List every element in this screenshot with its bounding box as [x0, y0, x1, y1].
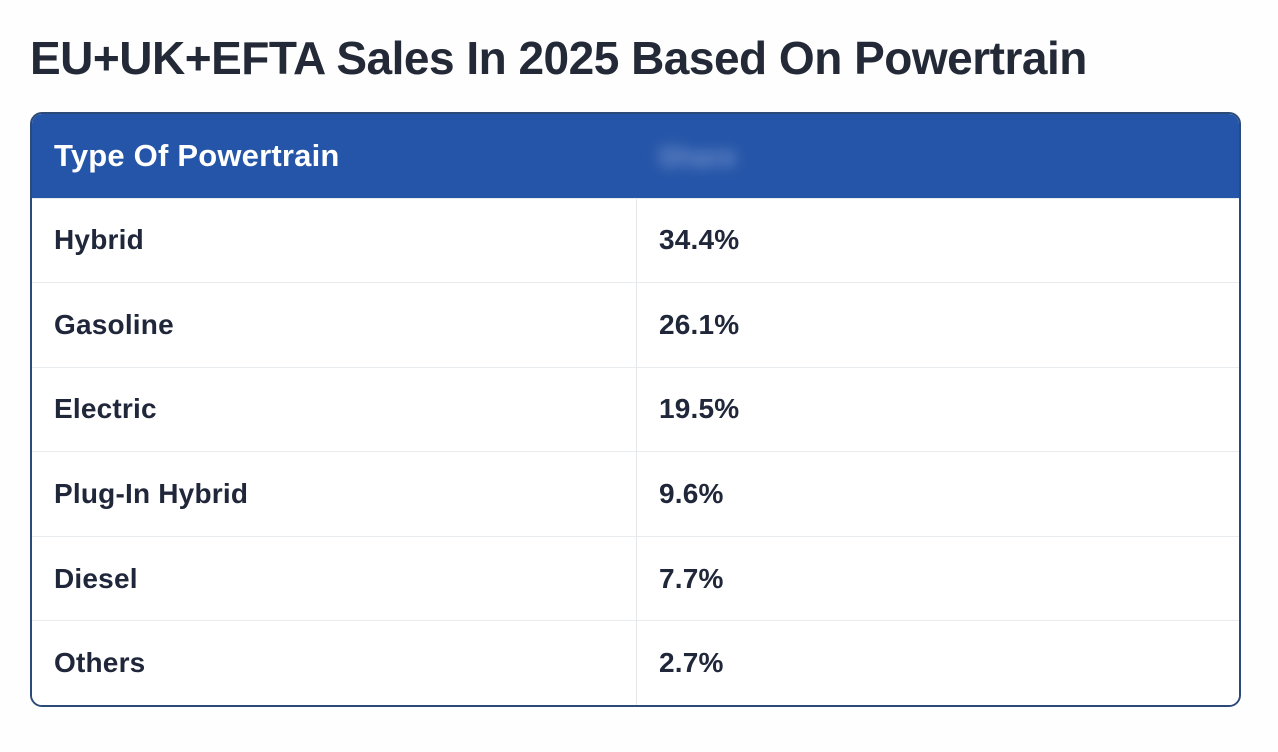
- row-value: 9.6%: [636, 452, 1239, 536]
- row-label: Electric: [54, 393, 157, 425]
- table-row: Plug-In Hybrid 9.6%: [32, 451, 1239, 536]
- row-label: Gasoline: [54, 308, 174, 340]
- table-row: Others 2.7%: [32, 620, 1239, 706]
- header-col-share: Share: [636, 138, 1239, 174]
- row-value: 7.7%: [636, 536, 1239, 621]
- powertrain-table: Type Of Powertrain Share Hybrid 34.4% Ga…: [30, 111, 1241, 708]
- row-label: Plug-In Hybrid: [54, 478, 249, 510]
- table-row: Diesel 7.7%: [32, 535, 1239, 621]
- row-value: 19.5%: [636, 367, 1239, 452]
- table-row: Gasoline 26.1%: [32, 282, 1239, 367]
- table-header-row: Type Of Powertrain Share: [32, 113, 1239, 198]
- row-value: 2.7%: [636, 621, 1239, 706]
- row-value: 34.4%: [636, 198, 1239, 283]
- row-value: 26.1%: [636, 283, 1239, 367]
- row-label: Diesel: [54, 562, 138, 594]
- header-col-powertrain: Type Of Powertrain: [54, 137, 340, 173]
- row-label: Hybrid: [54, 224, 144, 256]
- page: EU+UK+EFTA Sales In 2025 Based On Powert…: [30, 32, 1241, 708]
- page-title: EU+UK+EFTA Sales In 2025 Based On Powert…: [30, 32, 1087, 84]
- row-label: Others: [54, 647, 146, 679]
- table-row: Electric 19.5%: [32, 366, 1239, 452]
- table-row: Hybrid 34.4%: [32, 197, 1239, 283]
- obscured-header-label: Share: [658, 140, 737, 172]
